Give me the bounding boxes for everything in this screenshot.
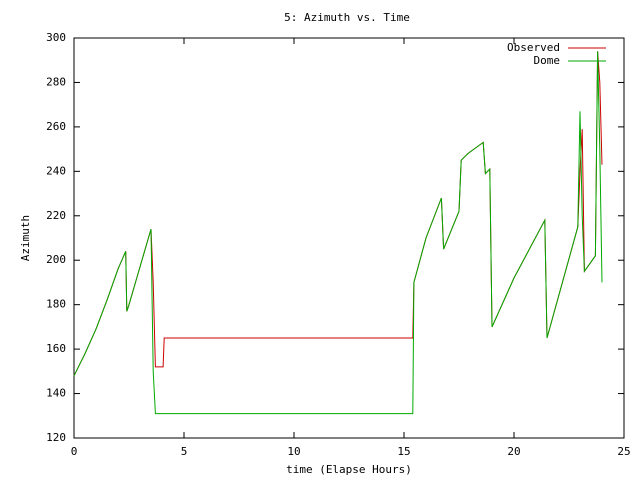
plot-border bbox=[73, 37, 625, 439]
y-tick-label: 160 bbox=[46, 342, 66, 355]
x-axis-label: time (Elapse Hours) bbox=[286, 463, 412, 476]
y-axis-label: Azimuth bbox=[19, 215, 32, 261]
series-line bbox=[73, 51, 603, 377]
x-tick-label: 20 bbox=[507, 445, 520, 458]
x-tick-label: 15 bbox=[397, 445, 410, 458]
y-tick-label: 200 bbox=[46, 253, 66, 266]
y-tick-label: 180 bbox=[46, 298, 66, 311]
y-tick-label: 120 bbox=[46, 431, 66, 444]
y-tick-label: 140 bbox=[46, 387, 66, 400]
y-tick-label: 240 bbox=[46, 164, 66, 177]
x-tick-label: 0 bbox=[71, 445, 78, 458]
legend-label: Observed bbox=[507, 41, 560, 54]
x-tick-label: 5 bbox=[181, 445, 188, 458]
x-tick-label: 25 bbox=[617, 445, 630, 458]
y-tick-label: 300 bbox=[46, 31, 66, 44]
x-tick-label: 10 bbox=[287, 445, 300, 458]
series-line bbox=[73, 51, 603, 415]
y-tick-label: 260 bbox=[46, 120, 66, 133]
chart-title: 5: Azimuth vs. Time bbox=[284, 11, 410, 24]
y-tick-label: 220 bbox=[46, 209, 66, 222]
legend-label: Dome bbox=[534, 54, 561, 67]
y-tick-label: 280 bbox=[46, 75, 66, 88]
